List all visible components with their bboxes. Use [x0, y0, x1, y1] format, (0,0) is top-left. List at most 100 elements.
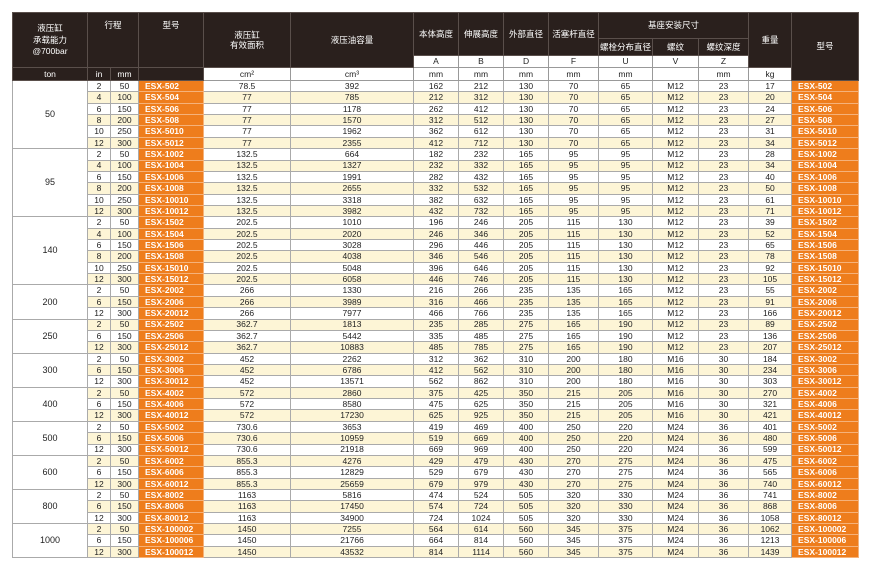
cell: 180	[598, 363, 654, 377]
cell: 266	[203, 295, 292, 309]
model: ESX-60012	[138, 477, 205, 490]
cell: 560	[503, 545, 550, 559]
cell: 165	[548, 318, 600, 331]
cell: 205	[503, 261, 550, 275]
cell: 679	[458, 466, 505, 479]
cell: 95	[598, 148, 654, 161]
cell: 23	[698, 329, 750, 343]
cell: 1962	[290, 125, 415, 138]
cell: 21918	[290, 443, 415, 456]
cell: 12	[87, 545, 111, 559]
model: ESX-508	[791, 114, 860, 127]
cell: 412	[413, 136, 460, 150]
cell: 512	[458, 114, 505, 127]
cell: 430	[503, 454, 550, 468]
row: 12 300 ESX-5012 77 2355 412 712 130 70 65 M12 23 34 E…	[13, 136, 860, 150]
cell: 310	[503, 352, 550, 366]
cell: M12	[652, 227, 700, 241]
cell: 70	[548, 136, 600, 150]
cell: 200	[109, 250, 140, 263]
cell: 12	[87, 136, 111, 150]
cell: 350	[503, 398, 550, 411]
volume-header: 液压油容量	[290, 12, 415, 68]
cell: 39	[748, 216, 793, 229]
cell: 250	[548, 432, 600, 445]
cell: 21766	[290, 534, 415, 547]
model: ESX-2506	[138, 329, 205, 343]
cell: 480	[748, 432, 793, 445]
cell: 1163	[203, 500, 292, 513]
row: 400 2 50 ESX-4002 572 2860 375 425 350 215 205 M16 3…	[12, 386, 860, 422]
cell: M12	[652, 148, 700, 161]
cell: 855.3	[203, 477, 292, 490]
cell: M16	[652, 409, 700, 422]
cell: M16	[652, 386, 700, 400]
cell: 12	[87, 375, 111, 388]
line: 承载能力	[32, 34, 67, 45]
cell: 5048	[290, 261, 415, 275]
cell: M12	[652, 159, 700, 172]
cell: 95	[548, 148, 600, 161]
cell: 50	[109, 420, 140, 434]
cell: 3653	[290, 420, 415, 434]
cell: 599	[748, 443, 793, 456]
model: ESX-5002	[791, 420, 860, 434]
cell: 95	[598, 159, 654, 172]
model: ESX-100012	[138, 545, 205, 559]
model: ESX-5006	[791, 432, 860, 445]
cell: 12829	[290, 466, 415, 479]
line: 液压缸	[37, 23, 63, 34]
cell: 250	[109, 193, 140, 206]
cell: 115	[548, 273, 600, 286]
cell: 5442	[290, 329, 415, 343]
cell: 1163	[203, 511, 292, 525]
cell: 190	[598, 318, 654, 331]
row: 10 250 ESX-15010 202.5 5048 396 646 205 115 130 M1…	[13, 261, 860, 275]
cell: 50	[109, 79, 140, 93]
cell: 1813	[290, 318, 415, 331]
cell: M24	[652, 488, 700, 502]
cell: 300	[109, 273, 140, 286]
cell: 23	[698, 307, 750, 320]
cell: 766	[458, 307, 505, 320]
cell: 165	[548, 341, 600, 354]
line: 液压缸	[234, 29, 260, 40]
model: ESX-100002	[138, 522, 205, 536]
cell: 2	[87, 79, 111, 93]
cell: 34	[748, 136, 793, 150]
cell: 1991	[290, 170, 415, 184]
cell: 215	[548, 398, 600, 411]
unit: mm	[598, 67, 654, 81]
thread-header: 螺纹	[652, 38, 700, 56]
cell: 30	[698, 409, 750, 422]
cell: 165	[598, 284, 654, 297]
cell: 95	[548, 182, 600, 195]
row: 140 2 50 ESX-1502 202.5 1010 196 246 205 115 130 M1…	[12, 216, 860, 286]
cell: 50	[109, 318, 140, 331]
capacity: 600	[12, 454, 88, 490]
cell: 6	[87, 239, 111, 252]
cell: 275	[598, 454, 654, 468]
cell: 70	[548, 102, 600, 116]
cell: 28	[748, 148, 793, 161]
model: ESX-1504	[791, 227, 860, 241]
cell: 130	[503, 125, 550, 138]
row: 12 300 ESX-20012 266 7977 466 766 235 135 165 M12 2…	[13, 307, 860, 320]
model-header: 型号	[791, 12, 860, 81]
row: 6 150 ESX-2006 266 3989 316 466 235 135 165 M12 23 9…	[13, 295, 860, 309]
model: ESX-2006	[791, 295, 860, 309]
cell: M12	[652, 204, 700, 218]
row: 8 200 ESX-1508 202.5 4038 346 546 205 115 130 M12 2…	[13, 250, 860, 263]
cell: 6	[87, 329, 111, 343]
unit: cm²	[203, 67, 292, 81]
capacity: 800	[12, 488, 88, 525]
row: 12 300 ESX-15012 202.5 6058 446 746 205 115 130 M1…	[13, 273, 860, 286]
cell: 234	[748, 363, 793, 377]
cell: 362.7	[203, 329, 292, 343]
cell: 23	[698, 261, 750, 275]
cell: 2	[87, 148, 111, 161]
cell: 30	[698, 386, 750, 400]
row: 300 2 50 ESX-3002 452 2262 312 362 310 200 180 M16 3…	[12, 352, 860, 388]
cell: 95	[598, 182, 654, 195]
